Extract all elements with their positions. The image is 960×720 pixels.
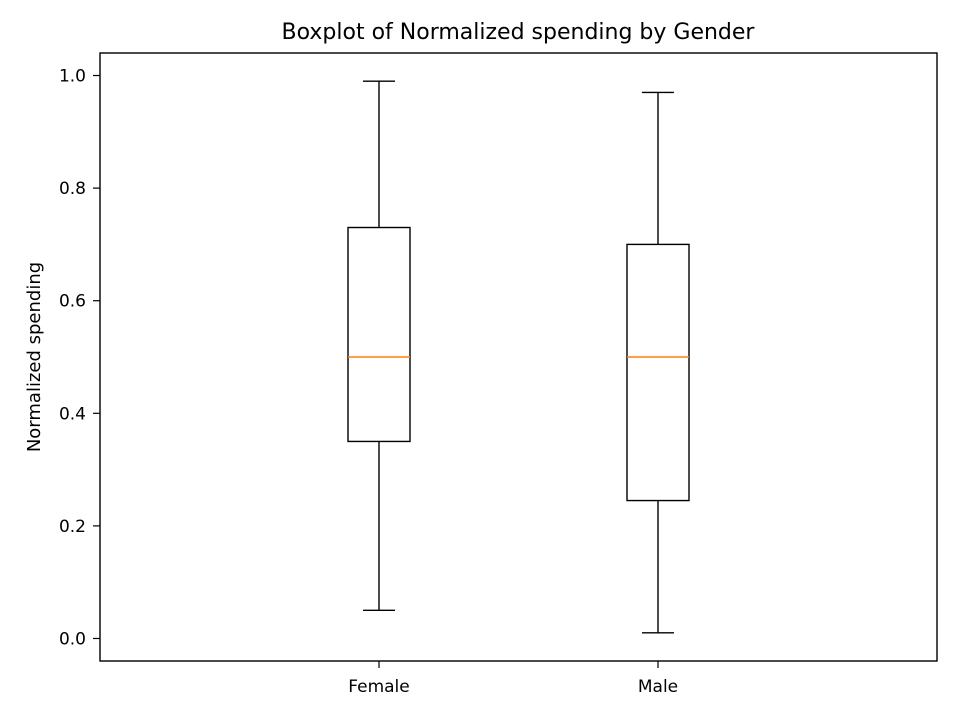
box-male [626, 243, 690, 502]
plot-area: 0.0 0.2 0.4 0.6 0.8 1.0 Female Male [59, 67, 690, 697]
y-tick-label: 0.2 [59, 517, 86, 537]
y-tick-label: 0.6 [59, 292, 86, 312]
plot-frame [99, 52, 938, 662]
x-tick-label-male: Male [638, 677, 678, 697]
y-tick-label: 0.0 [59, 629, 86, 649]
chart-title: Boxplot of Normalized spending by Gender [282, 20, 756, 45]
x-tick-label-female: Female [348, 677, 409, 697]
y-tick-label: 0.8 [59, 179, 86, 199]
y-axis-label: Normalized spending [24, 262, 45, 452]
box-female [347, 226, 411, 443]
y-tick-label: 1.0 [59, 67, 86, 87]
y-tick-label: 0.4 [59, 404, 86, 424]
